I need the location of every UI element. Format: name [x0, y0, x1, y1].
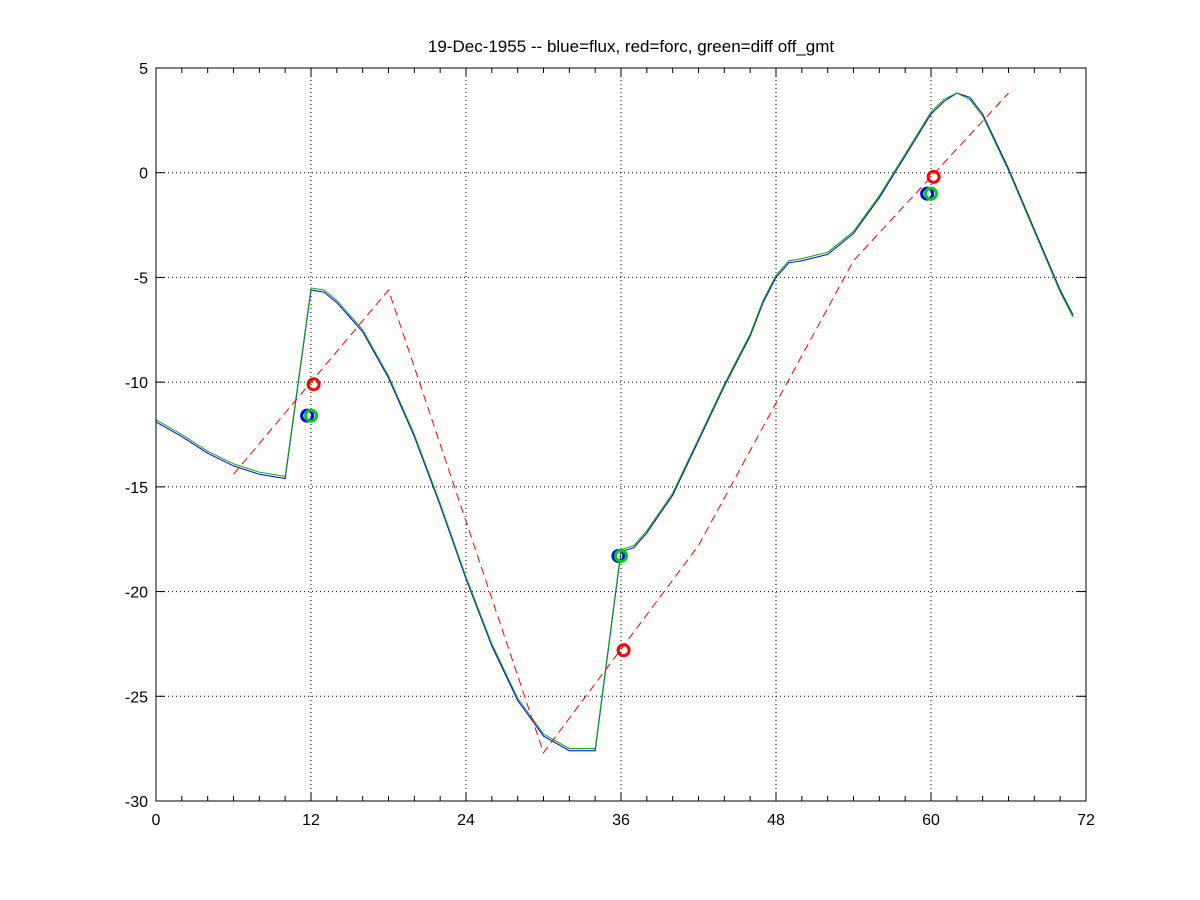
y-tick-label: -25 — [125, 689, 148, 706]
grid — [156, 68, 1086, 801]
x-tick-label: 60 — [922, 812, 940, 829]
series-line-diff — [155, 92, 1074, 750]
x-tick-label: 12 — [302, 812, 320, 829]
marker-forc — [306, 377, 321, 392]
y-tick-label: -15 — [125, 480, 148, 497]
axes-box — [155, 67, 1087, 802]
marker-forc — [616, 643, 631, 658]
marker-diff — [304, 408, 318, 423]
x-axis-tick-labels: 0 12 24 36 48 60 72 — [152, 812, 1095, 829]
series-line-forc — [233, 92, 1009, 754]
y-tick-label: 0 — [139, 166, 148, 183]
y-tick-label: 5 — [139, 61, 148, 78]
chart-title: 19-Dec-1955 -- blue=flux, red=forc, gree… — [428, 37, 834, 56]
marker-diff — [924, 186, 938, 201]
series-line-flux — [155, 92, 1074, 752]
plot-markers — [300, 169, 941, 658]
plot-lines — [155, 92, 1074, 754]
y-tick-label: -10 — [125, 375, 148, 392]
x-tick-label: 72 — [1077, 812, 1095, 829]
x-tick-label: 48 — [767, 812, 785, 829]
x-tick-label: 0 — [152, 812, 161, 829]
axis-ticks — [155, 67, 1087, 802]
y-axis-tick-labels: 5 0 -5 -10 -15 -20 -25 -30 — [125, 61, 148, 811]
x-tick-label: 36 — [612, 812, 630, 829]
y-tick-label: -30 — [125, 794, 148, 811]
y-tick-label: -5 — [134, 270, 148, 287]
y-tick-label: -20 — [125, 585, 148, 602]
marker-diff — [614, 548, 628, 563]
marker-forc — [926, 169, 941, 184]
x-tick-label: 24 — [457, 812, 475, 829]
